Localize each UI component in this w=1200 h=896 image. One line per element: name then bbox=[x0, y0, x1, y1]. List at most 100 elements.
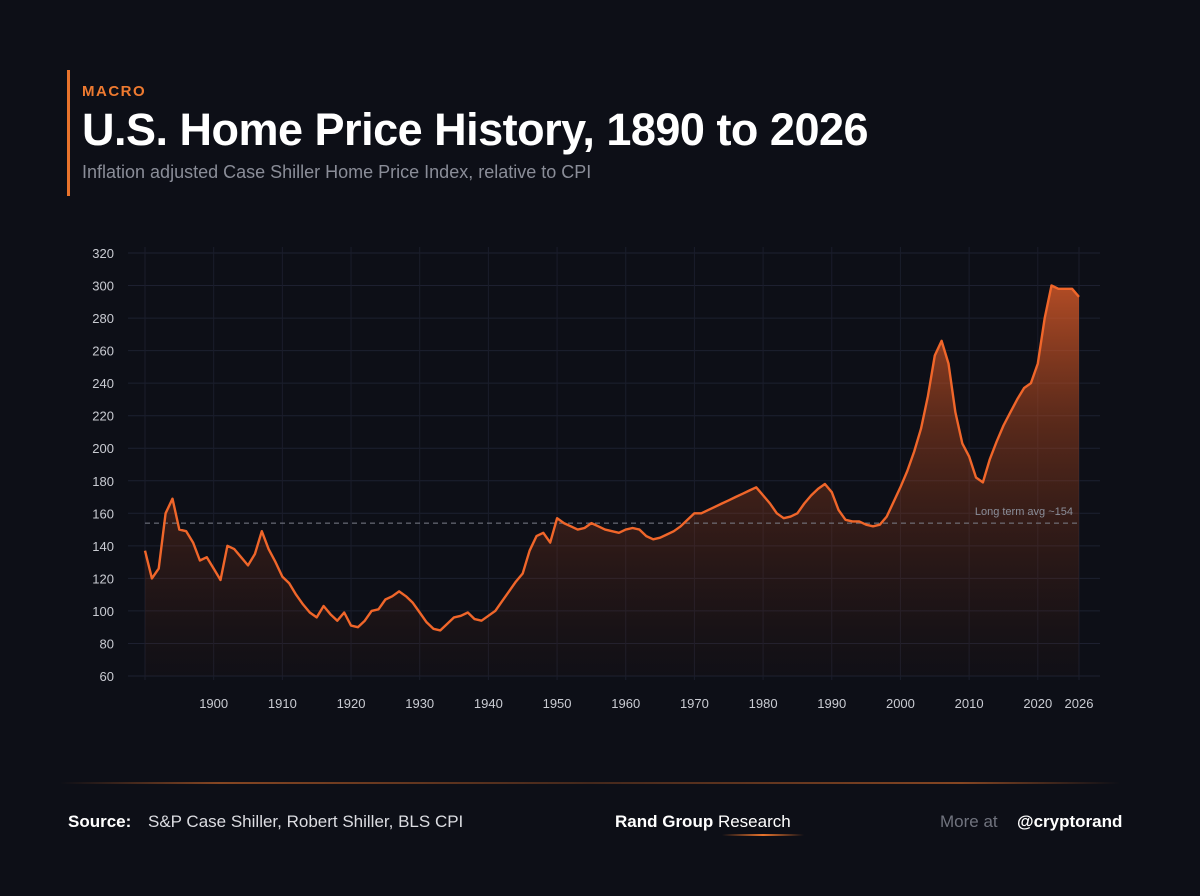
data-point bbox=[151, 577, 153, 579]
x-tick-label: 1980 bbox=[749, 696, 778, 711]
data-point bbox=[659, 537, 661, 539]
data-point bbox=[412, 602, 414, 604]
y-tick-label: 140 bbox=[92, 539, 114, 554]
data-point bbox=[1037, 362, 1039, 364]
data-point bbox=[528, 550, 530, 552]
data-point bbox=[1057, 288, 1059, 290]
data-point bbox=[309, 611, 311, 613]
data-point bbox=[570, 525, 572, 527]
data-point bbox=[783, 517, 785, 519]
data-point bbox=[734, 496, 736, 498]
data-point bbox=[316, 616, 318, 618]
data-point bbox=[453, 616, 455, 618]
data-point bbox=[185, 530, 187, 532]
data-point bbox=[377, 608, 379, 610]
data-point bbox=[803, 502, 805, 504]
y-tick-label: 100 bbox=[92, 604, 114, 619]
data-point bbox=[350, 624, 352, 626]
data-point bbox=[487, 615, 489, 617]
data-point bbox=[638, 528, 640, 530]
data-point bbox=[631, 527, 633, 529]
data-point bbox=[515, 580, 517, 582]
data-point bbox=[1030, 382, 1032, 384]
title-accent-bar bbox=[67, 70, 70, 196]
x-tick-label: 2026 bbox=[1065, 696, 1094, 711]
data-point bbox=[886, 515, 888, 517]
y-tick-label: 260 bbox=[92, 344, 114, 359]
data-point bbox=[254, 553, 256, 555]
data-point bbox=[954, 411, 956, 413]
y-tick-label: 80 bbox=[100, 636, 114, 651]
y-tick-label: 320 bbox=[92, 246, 114, 261]
data-point bbox=[494, 610, 496, 612]
data-point bbox=[618, 532, 620, 534]
data-point bbox=[542, 532, 544, 534]
data-point bbox=[975, 476, 977, 478]
data-point bbox=[927, 395, 929, 397]
source-label: Source: bbox=[68, 812, 132, 831]
data-point bbox=[233, 548, 235, 550]
data-point bbox=[329, 613, 331, 615]
y-tick-label: 200 bbox=[92, 441, 114, 456]
data-point bbox=[899, 486, 901, 488]
y-tick-label: 240 bbox=[92, 376, 114, 391]
data-point bbox=[267, 548, 269, 550]
y-tick-label: 60 bbox=[100, 669, 114, 684]
brand-underline bbox=[722, 834, 804, 836]
data-point bbox=[776, 512, 778, 514]
data-point bbox=[851, 520, 853, 522]
data-point bbox=[934, 354, 936, 356]
data-point bbox=[467, 611, 469, 613]
data-point bbox=[858, 520, 860, 522]
data-point bbox=[391, 595, 393, 597]
data-point bbox=[686, 519, 688, 521]
data-point bbox=[700, 512, 702, 514]
data-point bbox=[824, 483, 826, 485]
data-point bbox=[831, 491, 833, 493]
data-point bbox=[666, 533, 668, 535]
data-point bbox=[473, 618, 475, 620]
data-point bbox=[837, 509, 839, 511]
data-point bbox=[219, 579, 221, 581]
data-point bbox=[322, 605, 324, 607]
data-point bbox=[810, 494, 812, 496]
data-point bbox=[295, 594, 297, 596]
category-tag: MACRO bbox=[82, 83, 147, 100]
data-point bbox=[769, 502, 771, 504]
data-point bbox=[625, 528, 627, 530]
data-point bbox=[982, 481, 984, 483]
data-point bbox=[989, 458, 991, 460]
data-point bbox=[645, 535, 647, 537]
data-point bbox=[762, 494, 764, 496]
data-point bbox=[1009, 411, 1011, 413]
data-point bbox=[673, 530, 675, 532]
data-point bbox=[213, 567, 215, 569]
data-point bbox=[206, 556, 208, 558]
data-point bbox=[1044, 317, 1046, 319]
data-point bbox=[556, 517, 558, 519]
data-point bbox=[384, 598, 386, 600]
data-point bbox=[796, 512, 798, 514]
y-axis: 60 80 100 120 140 160 180 200 220 240 260 280 300 320 bbox=[92, 246, 114, 684]
data-point bbox=[865, 524, 867, 526]
series-area bbox=[145, 285, 1079, 676]
data-point bbox=[913, 450, 915, 452]
data-point bbox=[419, 611, 421, 613]
data-point bbox=[817, 488, 819, 490]
data-point bbox=[1016, 398, 1018, 400]
data-point bbox=[439, 629, 441, 631]
x-tick-label: 1960 bbox=[611, 696, 640, 711]
x-tick-label: 1940 bbox=[474, 696, 503, 711]
data-point bbox=[714, 506, 716, 508]
data-point bbox=[535, 535, 537, 537]
data-point bbox=[597, 525, 599, 527]
source-text: S&P Case Shiller, Robert Shiller, BLS CP… bbox=[148, 812, 464, 831]
data-point bbox=[947, 362, 949, 364]
x-tick-label: 2000 bbox=[886, 696, 915, 711]
data-point bbox=[995, 441, 997, 443]
y-tick-label: 300 bbox=[92, 279, 114, 294]
social-handle[interactable]: @cryptorand bbox=[1017, 812, 1123, 831]
x-tick-label: 1950 bbox=[543, 696, 572, 711]
y-tick-label: 120 bbox=[92, 571, 114, 586]
data-point bbox=[446, 623, 448, 625]
